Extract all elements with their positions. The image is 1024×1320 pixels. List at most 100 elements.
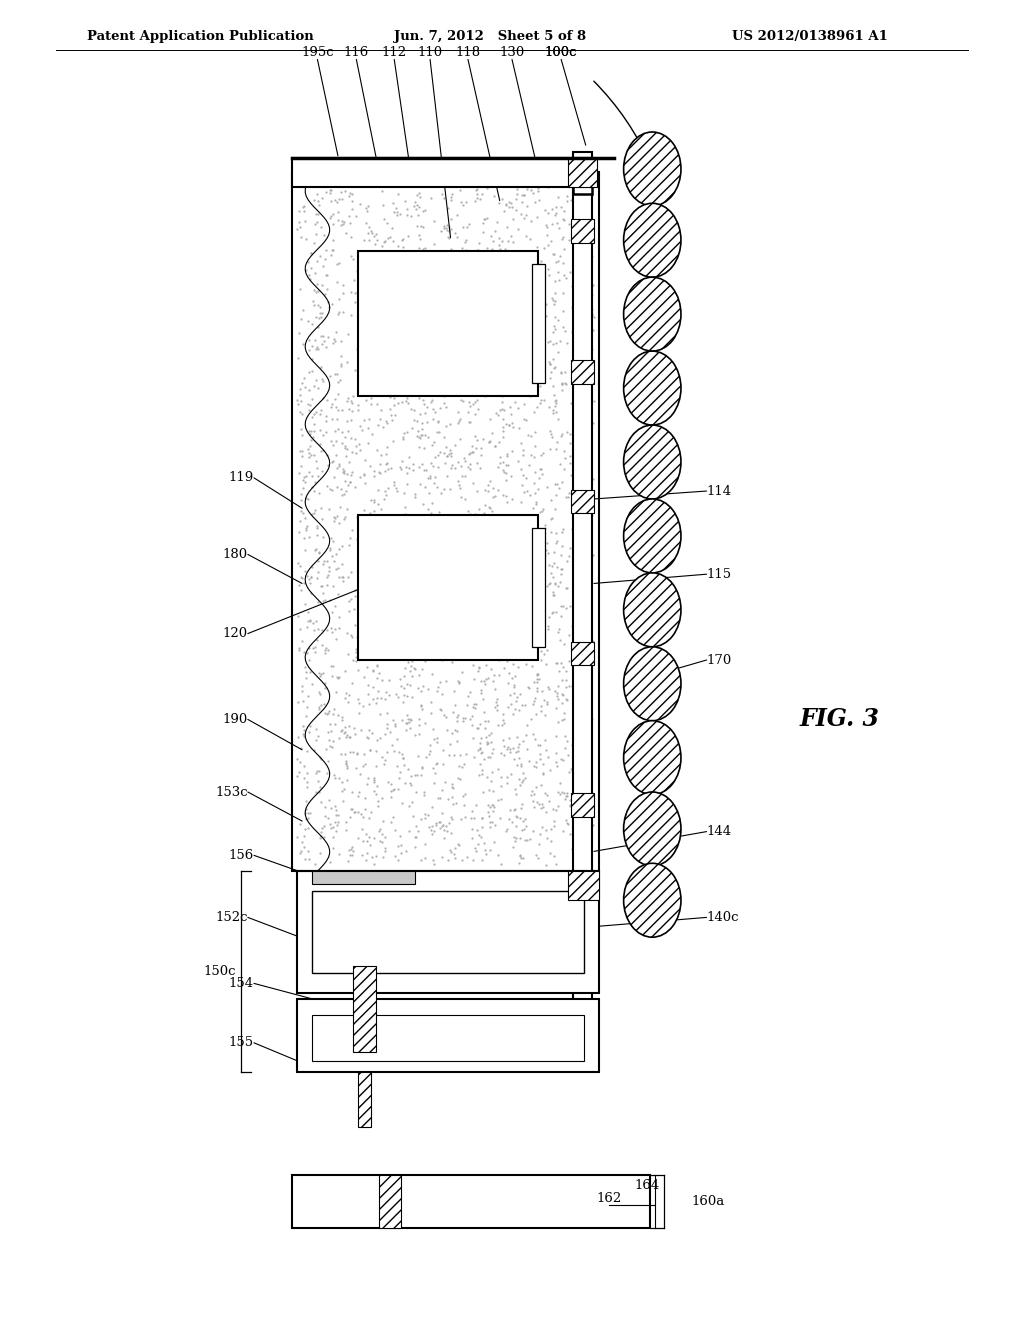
Point (536, 620, 552, 642)
Point (554, 709, 570, 730)
Point (503, 465, 519, 486)
Point (428, 421, 444, 442)
Point (393, 843, 410, 865)
Text: 144: 144 (707, 825, 732, 838)
Point (373, 444, 389, 465)
Point (295, 768, 311, 789)
Point (582, 379, 598, 400)
Point (528, 396, 545, 417)
Point (582, 389, 598, 411)
Point (480, 668, 497, 689)
Point (430, 288, 446, 309)
Point (584, 709, 600, 730)
Point (549, 682, 565, 704)
Point (328, 430, 344, 451)
Point (504, 441, 520, 462)
Point (489, 479, 506, 500)
Point (577, 713, 593, 734)
Point (337, 688, 353, 709)
Point (426, 347, 442, 368)
Point (395, 513, 412, 535)
Point (506, 665, 522, 686)
Point (447, 520, 464, 541)
Point (319, 454, 336, 475)
Point (527, 317, 544, 338)
Point (354, 830, 371, 851)
Point (345, 649, 361, 671)
Point (585, 412, 601, 433)
Point (523, 284, 540, 305)
Point (516, 408, 532, 429)
Point (494, 189, 510, 210)
Point (311, 297, 328, 318)
Point (440, 226, 457, 247)
Point (547, 474, 563, 495)
Point (362, 739, 379, 760)
Point (450, 302, 466, 323)
Point (540, 259, 556, 280)
Point (293, 309, 309, 330)
Point (355, 463, 372, 484)
Point (489, 546, 506, 568)
Point (537, 199, 553, 220)
Point (527, 494, 544, 515)
Point (401, 675, 418, 696)
Point (342, 589, 358, 610)
Point (329, 458, 345, 479)
Point (422, 734, 438, 755)
Point (370, 729, 386, 750)
Point (465, 545, 481, 566)
Point (447, 510, 464, 531)
Point (494, 261, 510, 282)
Point (361, 243, 378, 264)
Point (442, 351, 459, 372)
Point (300, 462, 316, 483)
Point (356, 351, 373, 372)
Point (402, 656, 419, 677)
Point (425, 718, 441, 739)
Point (433, 253, 450, 275)
Point (375, 549, 391, 570)
Point (346, 615, 362, 636)
Point (571, 764, 588, 785)
Point (518, 738, 535, 759)
Point (465, 599, 481, 620)
Point (300, 569, 316, 590)
Text: 110: 110 (418, 46, 442, 59)
Point (443, 647, 460, 668)
Point (384, 231, 400, 252)
Point (524, 553, 541, 574)
Point (581, 556, 597, 577)
Point (411, 388, 427, 409)
Text: US 2012/0138961 A1: US 2012/0138961 A1 (732, 30, 888, 44)
Point (472, 362, 488, 383)
Point (568, 230, 585, 251)
Point (523, 574, 540, 595)
Point (564, 185, 581, 206)
Point (340, 715, 356, 737)
Point (406, 568, 422, 589)
Point (482, 409, 499, 430)
Point (531, 502, 548, 523)
Point (409, 215, 425, 236)
Point (571, 643, 588, 664)
Point (397, 626, 414, 647)
Point (400, 447, 417, 469)
Point (577, 253, 593, 275)
Point (476, 209, 493, 230)
Point (522, 379, 539, 400)
Point (290, 347, 306, 368)
Point (462, 255, 478, 276)
Point (487, 678, 504, 700)
Point (483, 795, 500, 816)
Point (366, 550, 382, 572)
Point (411, 426, 427, 447)
Point (454, 238, 470, 259)
Point (506, 826, 522, 847)
Point (583, 632, 599, 653)
Point (436, 453, 453, 474)
Point (480, 432, 497, 453)
Point (488, 694, 505, 715)
Point (461, 620, 477, 642)
Point (555, 517, 571, 539)
